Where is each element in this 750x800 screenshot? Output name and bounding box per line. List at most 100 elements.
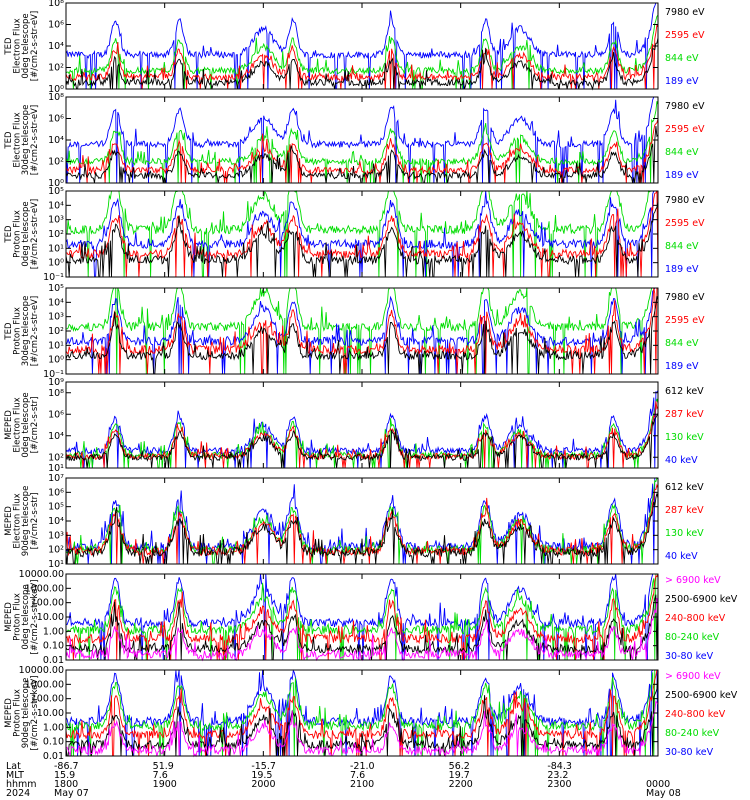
y-tick-label: 10² bbox=[48, 229, 64, 240]
y-tick-label: 1.00 bbox=[43, 626, 64, 637]
legend-entry: 40 keV bbox=[665, 455, 698, 466]
footer-mlt: 19.5 bbox=[251, 770, 272, 781]
footer-hhmm: 2100 bbox=[350, 779, 374, 790]
y-tick-label: 10⁶ bbox=[48, 114, 64, 125]
legend-entry: > 6900 keV bbox=[665, 575, 721, 586]
y-tick-label: 10⁻¹ bbox=[43, 272, 64, 283]
footer-row-label: 2024 bbox=[6, 788, 30, 799]
series-line bbox=[65, 493, 659, 565]
y-tick-label: 10³ bbox=[48, 530, 64, 541]
legend-entry: 189 eV bbox=[665, 76, 699, 87]
y-axis-label: Electron Flux bbox=[13, 112, 23, 167]
legend-entry: 30-80 keV bbox=[665, 747, 714, 758]
footer-hhmm: 0000 bbox=[646, 779, 670, 790]
series-line bbox=[65, 287, 658, 375]
y-tick-label: 10000.00 bbox=[19, 665, 64, 676]
y-axis-label: 30deg telescope bbox=[21, 105, 31, 176]
legend-entry: 7980 eV bbox=[665, 7, 705, 18]
footer-lat: 51.9 bbox=[153, 761, 174, 772]
y-tick-label: 10³ bbox=[48, 215, 64, 226]
footer-mlt: 15.9 bbox=[54, 770, 75, 781]
y-tick-label: 0.10 bbox=[43, 737, 64, 748]
y-tick-label: 10⁸ bbox=[48, 0, 64, 9]
footer-lat: -15.7 bbox=[251, 761, 276, 772]
y-axis-label: [#/cm2-s-str] bbox=[30, 493, 40, 550]
y-axis-label: 0deg telescope bbox=[21, 201, 31, 266]
y-tick-label: 10⁵ bbox=[48, 283, 64, 294]
series-line bbox=[65, 118, 659, 184]
legend-entry: 80-240 keV bbox=[665, 632, 720, 643]
footer-mlt: 19.7 bbox=[449, 770, 470, 781]
panel-frame bbox=[65, 573, 659, 661]
series-line bbox=[65, 23, 659, 90]
series-line bbox=[65, 2, 658, 90]
y-tick-label: 10⁴ bbox=[48, 200, 64, 211]
y-axis-label: 90deg telescope bbox=[21, 486, 31, 557]
series-line bbox=[65, 669, 658, 757]
legend-entry: 240-800 keV bbox=[665, 613, 726, 624]
y-tick-label: 10⁰ bbox=[48, 258, 64, 269]
y-tick-label: 10⁶ bbox=[48, 409, 64, 420]
legend-entry: 189 eV bbox=[665, 170, 699, 181]
y-tick-label: 10² bbox=[48, 326, 64, 337]
y-axis-label: Proton Flux bbox=[13, 307, 23, 355]
footer-lat: -84.3 bbox=[547, 761, 572, 772]
y-tick-label: 10⁶ bbox=[48, 20, 64, 31]
y-tick-label: 10⁴ bbox=[48, 516, 64, 527]
y-axis-label: TED bbox=[4, 37, 14, 56]
series-line bbox=[65, 126, 659, 184]
y-tick-label: 1000.00 bbox=[25, 679, 64, 690]
series-line bbox=[65, 573, 658, 661]
footer-lat: -86.7 bbox=[54, 761, 79, 772]
footer-date: May 08 bbox=[646, 788, 681, 799]
legend-entry: 844 eV bbox=[665, 241, 699, 252]
y-axis-label: Electron Flux bbox=[13, 397, 23, 452]
y-tick-label: 10⁰ bbox=[48, 355, 64, 366]
footer-row-label: hhmm bbox=[6, 779, 37, 790]
y-axis-label: [#/cm2-s-str] bbox=[30, 397, 40, 454]
series-line bbox=[65, 573, 659, 661]
footer-row-label: MLT bbox=[6, 770, 24, 781]
legend-entry: 7980 eV bbox=[665, 101, 705, 112]
y-tick-label: 10⁴ bbox=[48, 135, 64, 146]
panel-8: 0.01 0.10 1.00 10.00 100.00 1000.00 10000.00 ME… bbox=[4, 665, 738, 762]
series-line bbox=[65, 669, 658, 757]
y-axis-label: [#/cm2-s-str-keV] bbox=[30, 580, 40, 655]
y-axis-label: MEPED bbox=[4, 698, 14, 728]
y-tick-label: 10⁸ bbox=[48, 92, 64, 103]
legend-entry: 7980 eV bbox=[665, 292, 705, 303]
y-tick-label: 1.00 bbox=[43, 722, 64, 733]
y-tick-label: 100.00 bbox=[31, 694, 64, 705]
legend-entry: 240-800 keV bbox=[665, 709, 726, 720]
y-axis-label: TED bbox=[4, 322, 14, 341]
legend-entry: 2595 eV bbox=[665, 218, 705, 229]
y-tick-label: 1000.00 bbox=[25, 583, 64, 594]
y-tick-label: 10⁴ bbox=[48, 297, 64, 308]
y-tick-label: 10⁷ bbox=[48, 473, 64, 484]
y-axis-label: [#/cm2-s-str-eV] bbox=[30, 199, 40, 269]
y-tick-label: 10⁶ bbox=[48, 487, 64, 498]
footer-hhmm: 2200 bbox=[449, 779, 473, 790]
legend-entry: 2595 eV bbox=[665, 30, 705, 41]
footer-hhmm: 2300 bbox=[547, 779, 571, 790]
legend-entry: 7980 eV bbox=[665, 195, 705, 206]
series-line bbox=[66, 190, 658, 278]
legend-entry: 30-80 keV bbox=[665, 651, 714, 662]
y-axis-label: 30deg telescope bbox=[21, 296, 31, 367]
y-axis-label: TED bbox=[4, 131, 14, 150]
series-line bbox=[65, 670, 659, 757]
series-line bbox=[65, 101, 659, 184]
series-line bbox=[65, 287, 658, 375]
y-axis-label: MEPED bbox=[4, 410, 14, 440]
y-tick-label: 10² bbox=[48, 545, 64, 556]
legend-entry: 612 keV bbox=[665, 482, 704, 493]
legend-entry: 844 eV bbox=[665, 147, 699, 158]
series-line bbox=[65, 14, 659, 90]
legend-entry: 2595 eV bbox=[665, 315, 705, 326]
y-tick-label: 10¹ bbox=[48, 559, 64, 570]
